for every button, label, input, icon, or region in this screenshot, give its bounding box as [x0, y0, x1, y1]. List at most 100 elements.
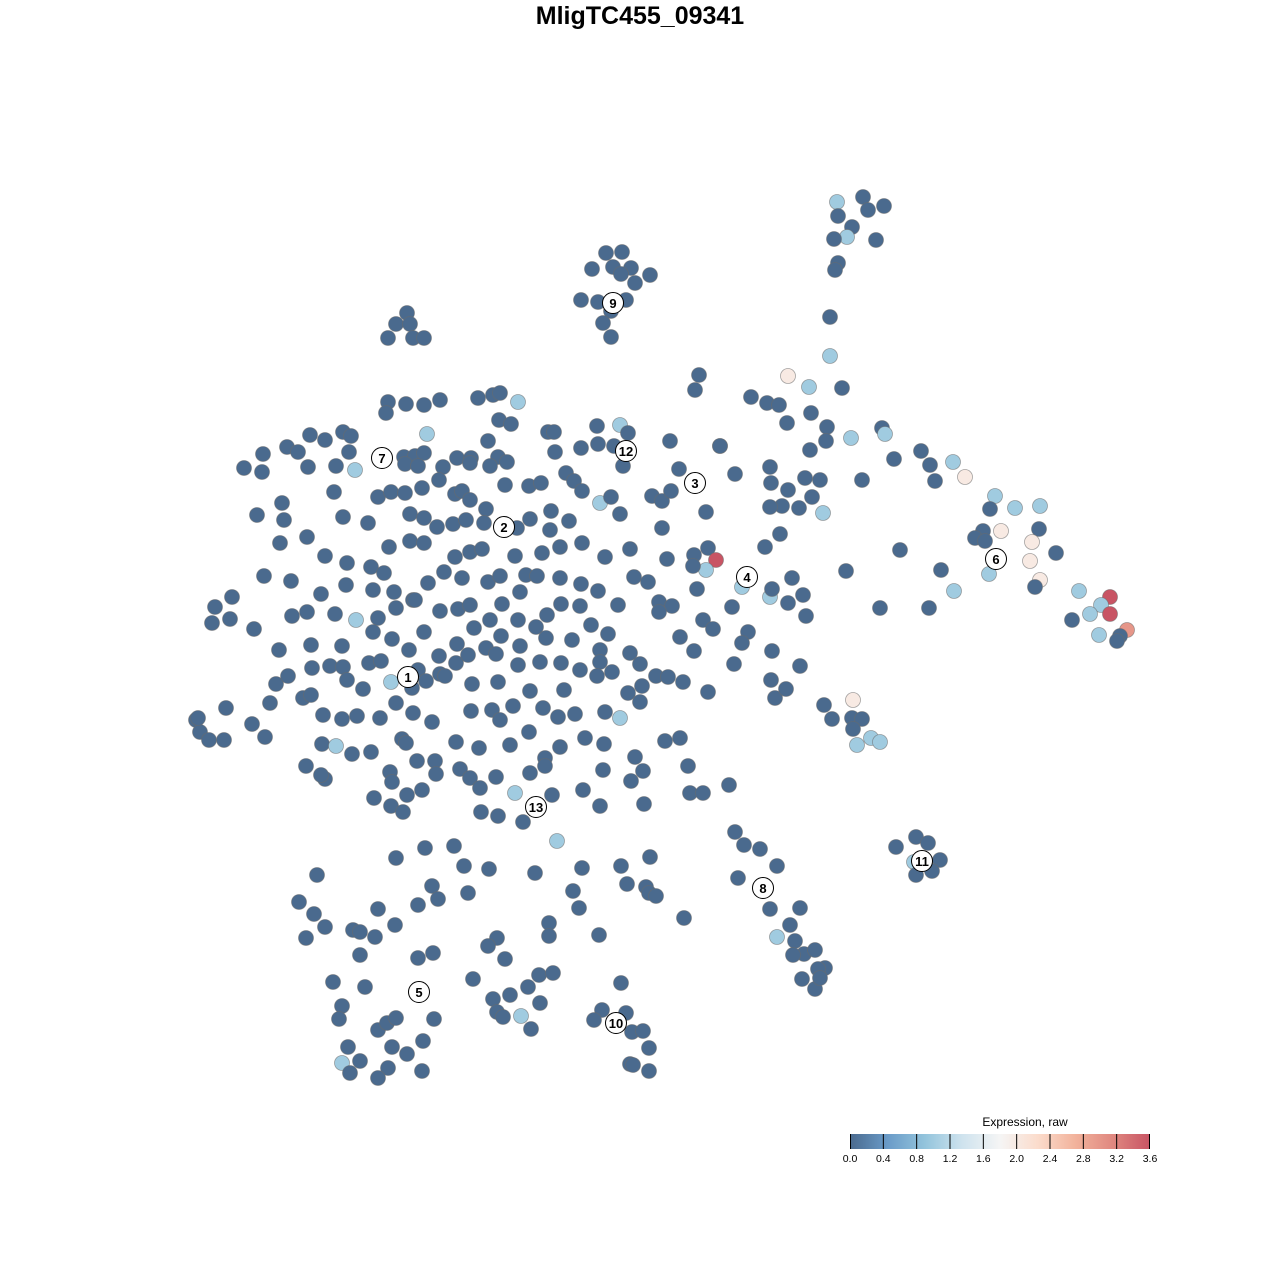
cell-point	[648, 888, 664, 904]
cell-point	[780, 482, 796, 498]
cell-point	[388, 850, 404, 866]
cell-point	[437, 668, 453, 684]
cell-point	[448, 734, 464, 750]
cell-point	[510, 394, 526, 410]
cell-point	[641, 1040, 657, 1056]
cell-point	[726, 656, 742, 672]
cell-point	[801, 379, 817, 395]
cell-point	[410, 897, 426, 913]
cell-point	[575, 782, 591, 798]
cell-point	[402, 533, 418, 549]
cell-point	[1032, 498, 1048, 514]
cell-point	[339, 672, 355, 688]
cell-point	[218, 700, 234, 716]
cell-point	[244, 716, 260, 732]
colorbar-tick-label: 0.8	[909, 1153, 924, 1165]
cell-point	[791, 500, 807, 516]
cell-point	[620, 425, 636, 441]
cell-point	[357, 979, 373, 995]
cell-point	[573, 576, 589, 592]
cell-point	[561, 513, 577, 529]
cell-point	[830, 208, 846, 224]
cell-point	[494, 596, 510, 612]
cluster-label-text: 11	[915, 854, 929, 869]
cell-point	[686, 643, 702, 659]
cell-point	[339, 555, 355, 571]
cell-point	[432, 603, 448, 619]
cell-point	[386, 584, 402, 600]
cell-point	[839, 229, 855, 245]
cell-point	[367, 929, 383, 945]
cell-point	[565, 883, 581, 899]
cell-point	[327, 606, 343, 622]
cell-point	[1048, 545, 1064, 561]
cell-point	[531, 967, 547, 983]
cell-point	[613, 266, 629, 282]
cell-point	[414, 480, 430, 496]
cell-point	[313, 767, 329, 783]
cell-point	[207, 599, 223, 615]
cell-point	[603, 489, 619, 505]
colorbar-tick-label: 3.2	[1109, 1153, 1124, 1165]
cell-point	[452, 761, 468, 777]
cell-point	[613, 858, 629, 874]
cell-point	[314, 736, 330, 752]
cell-point	[283, 573, 299, 589]
cell-point	[328, 458, 344, 474]
cell-point	[845, 692, 861, 708]
cell-point	[660, 669, 676, 685]
cell-point	[352, 924, 368, 940]
cell-point	[672, 730, 688, 746]
cell-point	[845, 721, 861, 737]
cell-point	[779, 415, 795, 431]
cell-point	[876, 198, 892, 214]
cell-point	[632, 694, 648, 710]
cell-point	[691, 367, 707, 383]
cell-point	[544, 787, 560, 803]
cell-point	[574, 535, 590, 551]
cell-point	[538, 630, 554, 646]
cell-point	[586, 1012, 602, 1028]
cell-point	[376, 565, 392, 581]
cell-point	[304, 660, 320, 676]
cell-point	[532, 995, 548, 1011]
cluster-label: 12	[615, 440, 637, 462]
cell-point	[299, 604, 315, 620]
colorbar-tick-label: 1.6	[976, 1153, 991, 1165]
cell-point	[472, 780, 488, 796]
cell-point	[276, 512, 292, 528]
cell-point	[370, 610, 386, 626]
cell-point	[363, 744, 379, 760]
cell-point	[352, 1053, 368, 1069]
cell-point	[812, 472, 828, 488]
cell-point	[663, 483, 679, 499]
cell-point	[872, 600, 888, 616]
cluster-label: 1	[397, 666, 419, 688]
cell-point	[1031, 521, 1047, 537]
cell-point	[1109, 633, 1125, 649]
cell-point	[635, 1023, 651, 1039]
cell-point	[373, 653, 389, 669]
cluster-label-circle	[752, 877, 774, 899]
cell-point	[1091, 627, 1107, 643]
cell-point	[816, 697, 832, 713]
cell-point	[771, 397, 787, 413]
cell-point	[795, 587, 811, 603]
cell-point	[824, 711, 840, 727]
cell-point	[502, 987, 518, 1003]
cell-point	[473, 804, 489, 820]
cell-point	[478, 501, 494, 517]
cell-point	[462, 597, 478, 613]
cell-point	[420, 575, 436, 591]
cell-point	[317, 432, 333, 448]
cell-point	[913, 443, 929, 459]
cell-point	[418, 673, 434, 689]
cell-point	[993, 523, 1009, 539]
cluster-label-text: 3	[691, 476, 698, 491]
cell-point	[603, 329, 619, 345]
cell-point	[268, 676, 284, 692]
cell-point	[398, 735, 414, 751]
cell-point	[946, 583, 962, 599]
cell-point	[1071, 583, 1087, 599]
cell-point	[521, 724, 537, 740]
